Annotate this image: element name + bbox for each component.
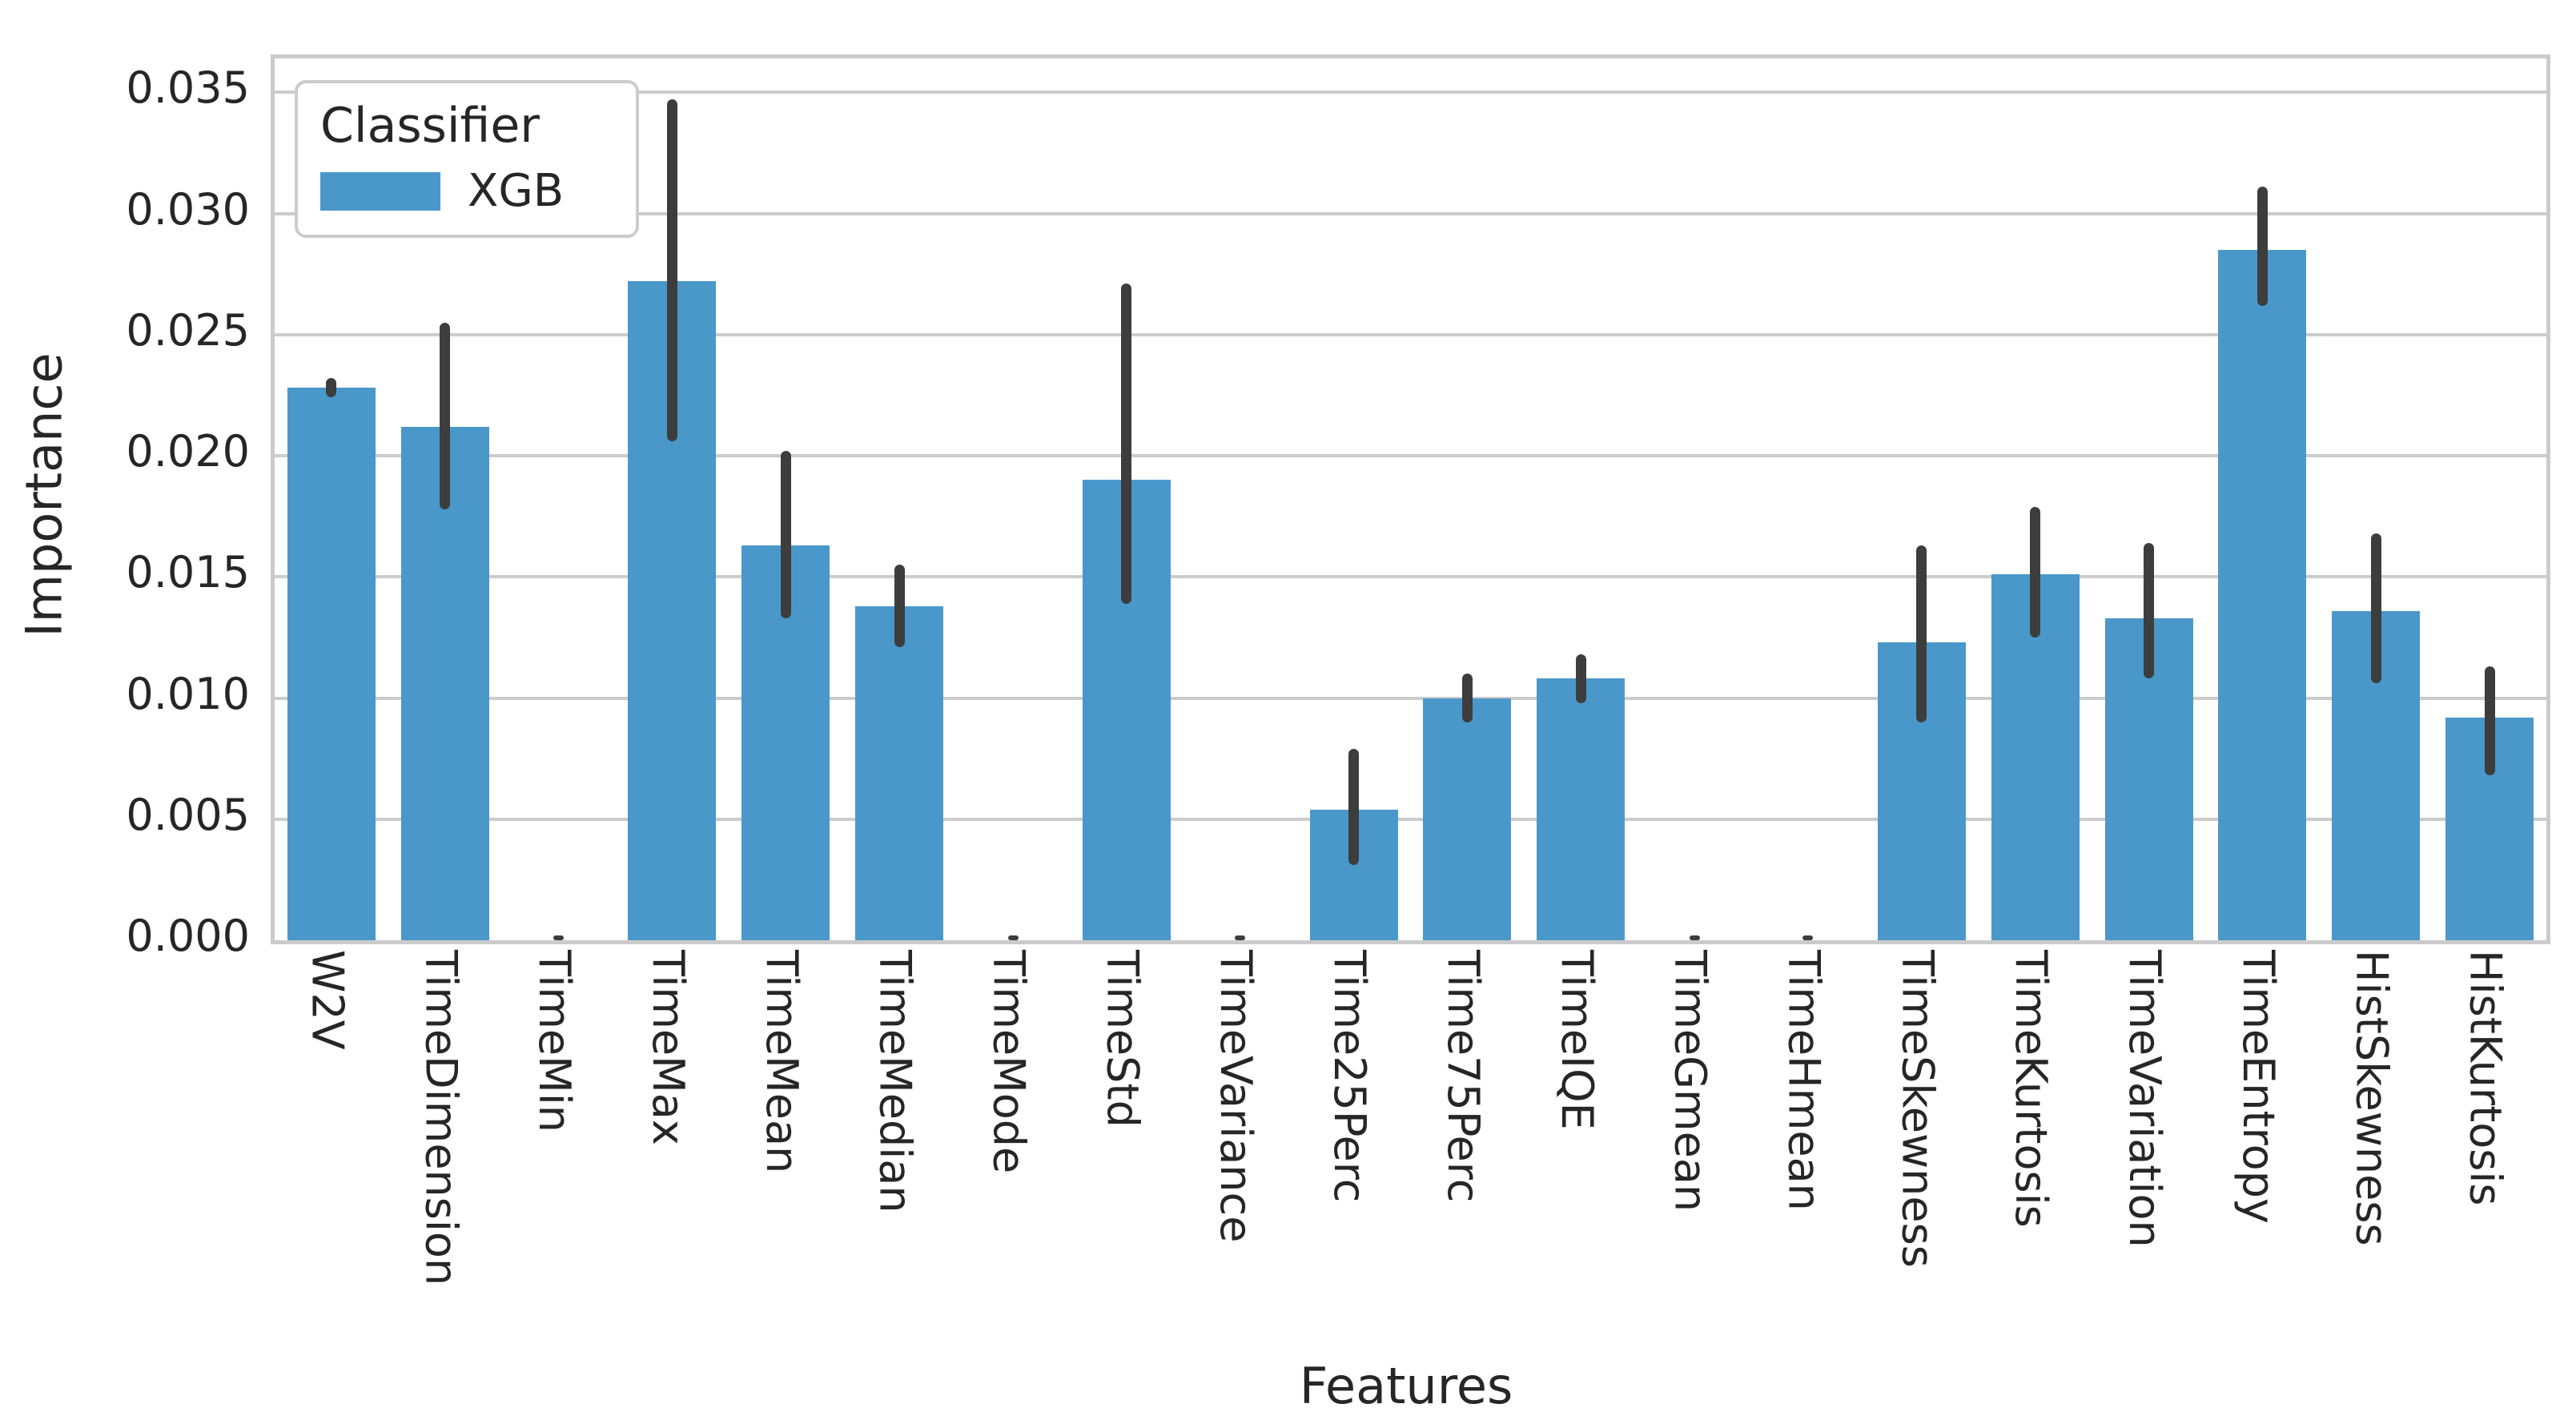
error-bar-Time75Perc xyxy=(1461,674,1473,722)
legend-item: XGB xyxy=(320,165,613,217)
bar-TimeEntropy xyxy=(2218,250,2307,940)
bar-TimeMedian xyxy=(855,606,944,940)
error-bar-TimeSkewness xyxy=(1916,545,1927,722)
y-axis-label: Importance xyxy=(14,352,74,638)
error-bar-TimeMax xyxy=(666,99,677,441)
error-bar-TimeDimension xyxy=(440,322,451,509)
x-tick-label-TimeSkewness: TimeSkewness xyxy=(1892,950,1943,1268)
error-bar-TimeEntropy xyxy=(2257,187,2268,306)
error-bar-TimeHmean xyxy=(1802,935,1814,940)
y-tick-label-0.025: 0.025 xyxy=(126,304,250,356)
gridline-0.005 xyxy=(275,817,2546,821)
y-tick-label-0.010: 0.010 xyxy=(126,668,250,719)
legend-swatch-icon xyxy=(320,171,440,211)
gridline-0.020 xyxy=(275,454,2546,458)
error-bar-TimeVariation xyxy=(2144,542,2155,679)
y-tick-label-0.005: 0.005 xyxy=(126,789,250,840)
y-tick-label-0.015: 0.015 xyxy=(126,547,250,598)
error-bar-Time25Perc xyxy=(1348,749,1360,866)
error-bar-W2V xyxy=(326,378,337,398)
legend-title: Classifier xyxy=(320,98,540,154)
x-tick-label-TimeEntropy: TimeEntropy xyxy=(2232,950,2284,1224)
x-tick-label-Time75Perc: Time75Perc xyxy=(1437,950,1489,1203)
x-tick-label-TimeMin: TimeMin xyxy=(529,950,581,1132)
x-tick-label-Time25Perc: Time25Perc xyxy=(1324,950,1376,1203)
x-tick-label-TimeDimension: TimeDimension xyxy=(416,950,467,1286)
y-tick-label-0.035: 0.035 xyxy=(126,62,250,114)
x-tick-label-TimeVariance: TimeVariance xyxy=(1211,950,1262,1243)
y-tick-label-0.000: 0.000 xyxy=(126,911,250,961)
x-tick-label-TimeMode: TimeMode xyxy=(983,950,1035,1174)
bar-W2V xyxy=(287,388,376,940)
x-tick-label-TimeHmean: TimeHmean xyxy=(1778,950,1830,1211)
x-axis-label: Features xyxy=(1299,1357,1513,1415)
error-bar-TimeStd xyxy=(1121,284,1132,604)
error-bar-HistSkewness xyxy=(2370,533,2381,684)
bar-Time75Perc xyxy=(1423,698,1512,940)
error-bar-TimeMedian xyxy=(894,565,905,647)
gridline-0.010 xyxy=(275,696,2546,700)
x-tick-label-TimeMean: TimeMean xyxy=(756,950,807,1174)
error-bar-HistKurtosis xyxy=(2484,666,2495,776)
gridline-0.030 xyxy=(275,211,2546,215)
error-bar-TimeMean xyxy=(780,451,791,618)
error-bar-TimeVariance xyxy=(1235,935,1246,940)
x-tick-label-W2V: W2V xyxy=(302,950,353,1050)
x-tick-label-TimeVariation: TimeVariation xyxy=(2120,950,2171,1248)
error-bar-TimeMode xyxy=(1007,935,1019,940)
gridline-0.025 xyxy=(275,332,2546,336)
x-tick-label-TimeMax: TimeMax xyxy=(642,950,693,1145)
x-tick-label-TimeGmean: TimeGmean xyxy=(1665,950,1716,1213)
x-tick-label-TimeMedian: TimeMedian xyxy=(870,950,921,1213)
legend: Classifier XGB xyxy=(295,80,639,238)
gridline-0.015 xyxy=(275,575,2546,579)
y-tick-label-0.030: 0.030 xyxy=(126,183,250,235)
gridline-0.035 xyxy=(275,91,2546,95)
bar-TimeIQE xyxy=(1537,678,1626,940)
x-tick-label-TimeIQE: TimeIQE xyxy=(1551,950,1602,1130)
y-tick-label-0.020: 0.020 xyxy=(126,426,250,477)
error-bar-TimeGmean xyxy=(1689,935,1700,940)
bar-TimeDimension xyxy=(400,427,489,940)
legend-item-label: XGB xyxy=(468,165,565,217)
plot-area xyxy=(271,54,2550,944)
x-tick-label-HistSkewness: HistSkewness xyxy=(2346,950,2397,1246)
error-bar-TimeKurtosis xyxy=(2030,506,2041,638)
error-bar-TimeIQE xyxy=(1575,654,1586,703)
x-tick-label-HistKurtosis: HistKurtosis xyxy=(2460,950,2511,1206)
error-bar-TimeMin xyxy=(553,935,565,940)
x-tick-label-TimeStd: TimeStd xyxy=(1097,950,1148,1128)
x-tick-label-TimeKurtosis: TimeKurtosis xyxy=(2006,950,2057,1228)
